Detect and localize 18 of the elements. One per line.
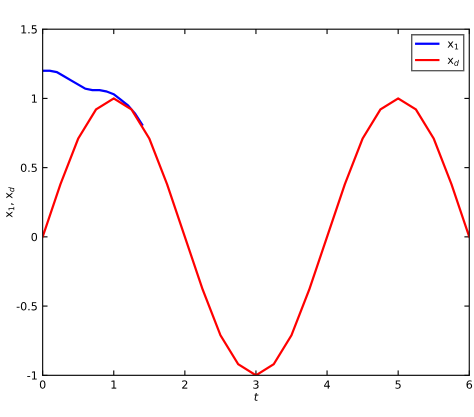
x-tick-label: 0	[40, 380, 46, 389]
x-axis-title: t	[254, 392, 258, 401]
y-tick-label: 1.5	[21, 25, 37, 34]
x-tick-label: 6	[466, 380, 472, 389]
x-tick-label: 3	[253, 380, 259, 389]
x-tick-label: 4	[324, 380, 330, 389]
legend-label: x$_{d}$	[448, 58, 459, 66]
y-tick-label: 0	[31, 232, 38, 242]
y-axis-title: x$_{1}$, x$_{d}$	[6, 187, 14, 218]
legend-label: x$_{1}$	[448, 42, 458, 50]
y-tick-label: -1	[27, 371, 37, 380]
x-tick-label: 2	[182, 380, 188, 389]
y-tick-label: -0.5	[16, 302, 37, 310]
y-tick-label: 0.5	[20, 164, 37, 172]
y-tick-label: 1	[32, 94, 37, 103]
line-series	[42, 70, 144, 126]
x-tick-label: 1	[111, 380, 116, 389]
x-tick-label: 5	[395, 380, 401, 389]
